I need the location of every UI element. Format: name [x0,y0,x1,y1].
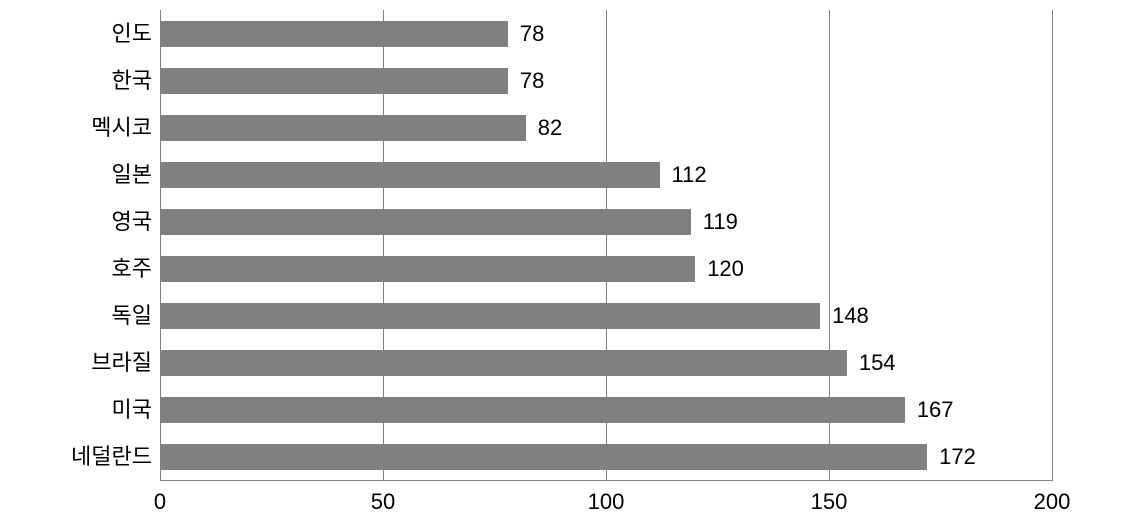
x-tick-label: 200 [1034,489,1071,515]
bar [160,397,905,423]
bar-value-label: 172 [939,444,976,470]
bar-value-label: 82 [538,115,562,141]
y-category-label: 미국 [112,399,152,421]
bar [160,162,660,188]
bar [160,444,927,470]
bar-value-label: 78 [520,21,544,47]
bar-value-label: 120 [707,256,744,282]
x-tick-label: 50 [371,489,395,515]
y-category-label: 독일 [112,305,152,327]
bar-value-label: 154 [859,350,896,376]
y-axis-labels: 인도한국멕시코일본영국호주독일브라질미국네덜란드 [0,10,160,481]
bar [160,21,508,47]
bars: 78 78 82 112 119 120 148 154 167 172 [160,10,1052,481]
gridline [1052,10,1053,481]
bar [160,68,508,94]
bar [160,350,847,376]
bar [160,115,526,141]
bar-value-label: 148 [832,303,869,329]
x-tick-label: 100 [588,489,625,515]
bar-value-label: 167 [917,397,954,423]
y-category-label: 브라질 [91,352,152,374]
bar-value-label: 112 [672,162,707,188]
y-category-label: 영국 [112,211,152,233]
y-category-label: 네덜란드 [71,446,152,468]
y-category-label: 호주 [112,258,152,280]
bar [160,256,695,282]
y-category-label: 멕시코 [91,117,152,139]
plot-area: 78 78 82 112 119 120 148 154 167 172 [160,10,1052,481]
bar-value-label: 119 [703,209,738,235]
x-tick-label: 0 [154,489,166,515]
bar [160,303,820,329]
bar [160,209,691,235]
y-category-label: 한국 [112,70,152,92]
y-category-label: 일본 [112,164,152,186]
x-tick-label: 150 [811,489,848,515]
bar-chart: 인도한국멕시코일본영국호주독일브라질미국네덜란드 78 78 82 112 119 120… [0,0,1142,529]
y-category-label: 인도 [112,23,152,45]
bar-value-label: 78 [520,68,544,94]
